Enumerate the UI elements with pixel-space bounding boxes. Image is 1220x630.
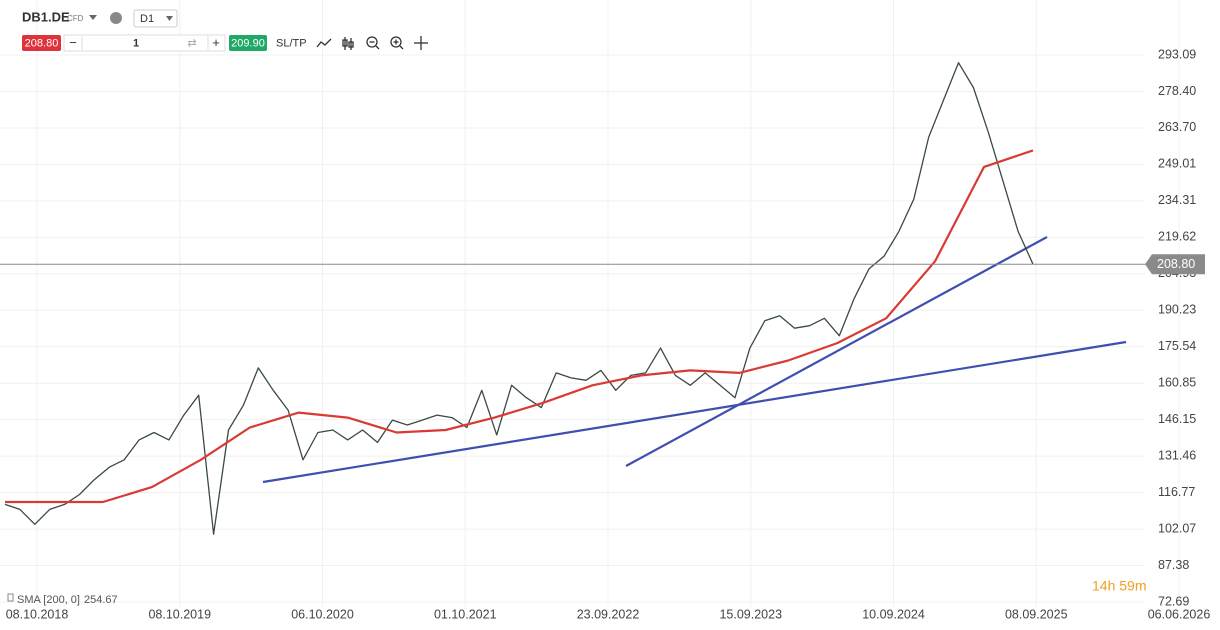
- plus-button[interactable]: +: [212, 35, 220, 50]
- candle-timer: 14h 59m: [1092, 578, 1146, 594]
- y-tick-label: 175.54: [1158, 339, 1196, 353]
- x-tick-label: 08.10.2019: [148, 607, 211, 621]
- sma-line: [5, 149, 1034, 504]
- y-tick-label: 219.62: [1158, 230, 1196, 244]
- candle-icon[interactable]: [342, 37, 354, 50]
- quantity-box[interactable]: [63, 34, 226, 52]
- timeframe[interactable]: D1: [140, 13, 154, 25]
- buy-button[interactable]: [229, 35, 267, 51]
- x-tick-label: 06.10.2020: [291, 607, 354, 621]
- timeframe-box[interactable]: [133, 9, 178, 28]
- line-tool-icon[interactable]: [316, 38, 332, 48]
- y-tick-label: 234.31: [1158, 193, 1196, 207]
- legend-name: SMA [200, 0]: [17, 594, 80, 606]
- y-tick-label: 249.01: [1158, 157, 1196, 171]
- zoom-in-icon[interactable]: [390, 36, 404, 50]
- y-tick-label: 72.69: [1158, 594, 1189, 608]
- legend-icon: [7, 593, 14, 602]
- legend: SMA [200, 0] 254.67: [17, 594, 118, 606]
- quantity[interactable]: 1: [133, 37, 139, 49]
- swap-icon[interactable]: ⇄: [187, 37, 196, 49]
- y-tick-label: 278.40: [1158, 84, 1196, 98]
- minus-button[interactable]: −: [69, 35, 77, 50]
- x-tick-label: 06.06.2026: [1148, 607, 1211, 621]
- y-tick-label: 293.09: [1158, 47, 1196, 61]
- y-tick-label: 190.23: [1158, 303, 1196, 317]
- x-tick-label: 10.09.2024: [862, 607, 925, 621]
- zoom-out-icon[interactable]: [366, 36, 380, 50]
- y-tick-label: 160.85: [1158, 375, 1196, 389]
- y-tick-label: 131.46: [1158, 448, 1196, 462]
- dropdown-arrow[interactable]: [89, 15, 97, 20]
- plot: [4, 62, 1127, 535]
- trend-line[interactable]: [625, 236, 1048, 467]
- price-tag-label: 208.80: [1157, 257, 1195, 271]
- x-tick-label: 08.10.2018: [6, 607, 69, 621]
- instrument-type: CFD: [67, 14, 84, 23]
- grid: [0, 0, 1180, 606]
- sltp-button[interactable]: SL/TP: [276, 37, 307, 49]
- legend-value: 254.67: [84, 594, 118, 606]
- sell-button[interactable]: [22, 35, 61, 51]
- trend-line[interactable]: [262, 340, 1127, 484]
- ask-price[interactable]: 209.90: [231, 37, 265, 49]
- x-tick-label: 01.10.2021: [434, 607, 497, 621]
- y-tick-label: 102.07: [1158, 521, 1196, 535]
- bid-price[interactable]: 208.80: [25, 37, 59, 49]
- dropdown-arrow: [166, 16, 173, 21]
- price-line: [4, 62, 1034, 535]
- x-tick-label: 23.09.2022: [577, 607, 640, 621]
- y-tick-label: 146.15: [1158, 412, 1196, 426]
- symbol[interactable]: DB1.DE: [22, 9, 70, 24]
- price-tag: [1145, 254, 1205, 275]
- x-tick-label: 15.09.2023: [719, 607, 782, 621]
- pan-icon[interactable]: [414, 36, 428, 50]
- y-tick-label: 87.38: [1158, 558, 1189, 572]
- x-tick-label: 08.09.2025: [1005, 607, 1068, 621]
- info-icon[interactable]: [110, 12, 122, 24]
- y-tick-label: 263.70: [1158, 120, 1196, 134]
- y-tick-label: 116.77: [1158, 485, 1195, 499]
